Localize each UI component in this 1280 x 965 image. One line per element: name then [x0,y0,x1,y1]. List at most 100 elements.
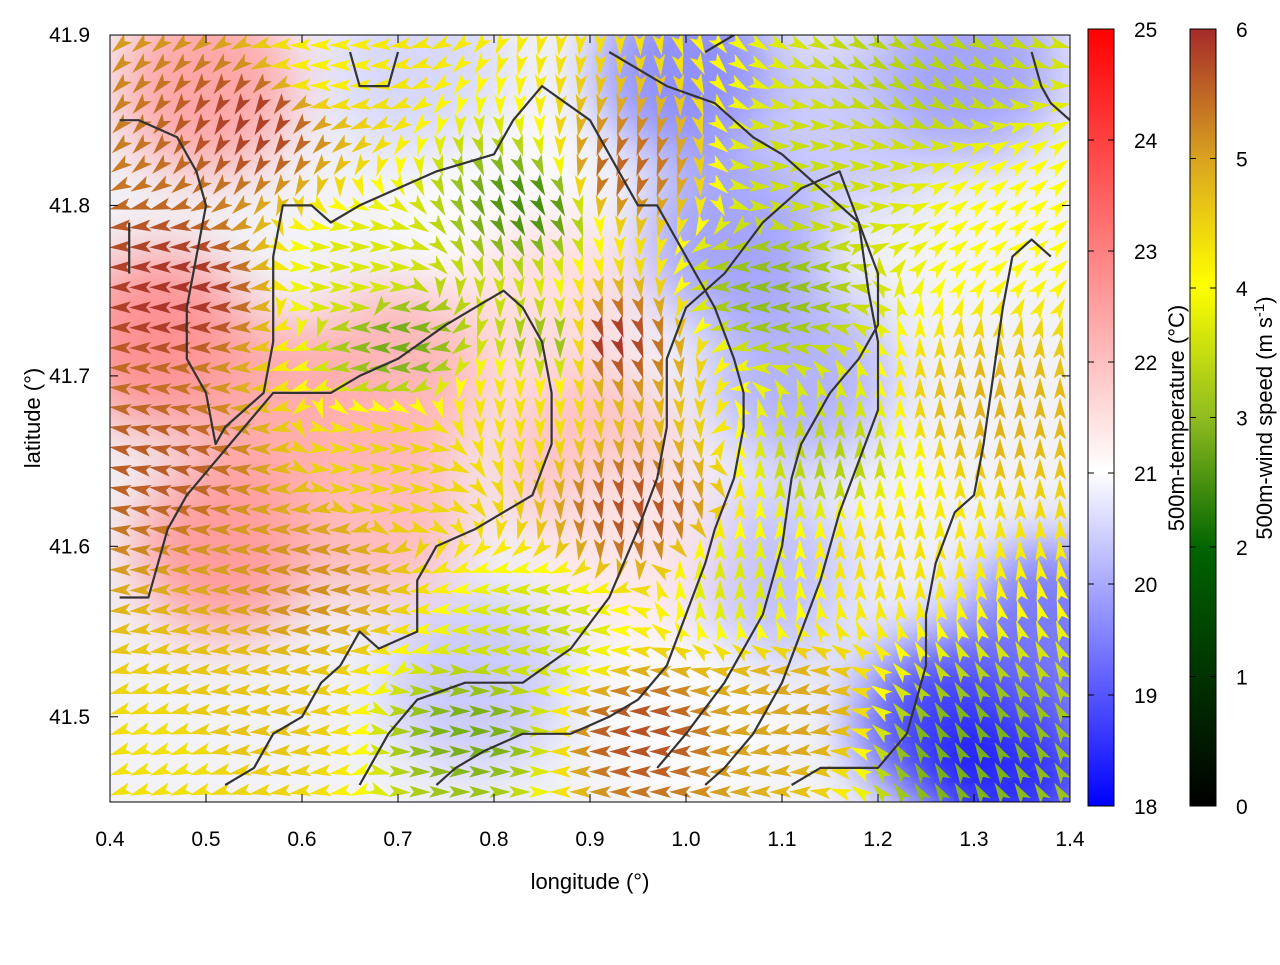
wind-arrow [328,301,351,314]
wind-arrow [489,153,505,177]
wind-arrow [151,35,173,53]
wind-arrow [652,396,665,420]
wind-arrow [494,377,507,400]
wind-arrow [333,175,346,198]
wind-arrow [1055,559,1068,582]
wind-arrow [149,240,172,253]
wind-arrow [391,659,413,678]
wind-arrow [447,479,471,494]
wind-arrow [934,681,952,704]
wind-arrow [449,725,471,738]
wind-arrow [369,78,392,91]
wind-arrow [189,261,212,274]
wind-arrow [309,563,332,576]
wind-arrow [788,200,811,213]
wind-arrow [329,543,352,556]
temperature-colorbar-tick-label: 24 [1134,130,1158,153]
wind-arrow [209,361,232,374]
wind-arrow [229,381,252,394]
wind-arrow [632,497,644,521]
wind-arrow [269,704,292,717]
wind-arrow [452,134,464,157]
contour-line [791,238,1052,786]
wind-arrow [849,304,873,317]
wind-arrow [1028,279,1048,300]
wind-arrow [1017,599,1029,623]
wind-arrow [249,624,272,636]
wind-arrow [596,174,610,197]
wind-arrow [974,377,986,400]
wind-arrow [349,663,372,676]
wind-arrow [289,764,312,777]
wind-arrow [389,603,412,616]
wind-arrow [671,35,684,56]
wind-arrow [193,93,212,115]
wind-arrow [596,153,610,177]
wind-arrow [110,403,132,416]
wind-arrow [967,54,990,71]
wind-arrow [349,520,373,533]
wind-arrow [229,643,252,656]
wind-arrow [149,722,173,735]
wind-arrow [712,355,732,377]
wind-arrow [149,603,172,616]
wind-arrow [995,640,1011,664]
wind-arrow [129,722,153,735]
wind-arrow [169,485,192,497]
wind-arrow [129,301,152,314]
wind-arrow [129,383,152,396]
wind-arrow [975,640,991,664]
wind-arrow [789,301,812,314]
wind-arrow [471,133,483,157]
wind-arrow [590,315,604,339]
wind-arrow [149,197,173,210]
wind-arrow [389,623,412,636]
wind-arrow [569,785,592,798]
wind-arrow [1014,498,1027,521]
wind-arrow [534,74,547,97]
wind-arrow [1014,782,1031,802]
wind-arrow [189,321,212,334]
wind-arrow [874,478,887,501]
wind-arrow [929,277,946,300]
wind-arrow [828,160,851,173]
wind-arrow [1054,721,1070,744]
wind-arrow [954,458,967,481]
wind-arrow [834,620,851,643]
wind-arrow [209,260,232,273]
wind-arrow [1027,199,1049,219]
wind-arrow [934,498,947,521]
wind-arrow [269,503,292,516]
wind-arrow [367,196,390,212]
wind-arrow [676,214,689,238]
wind-arrow [954,681,971,704]
wind-arrow [149,444,172,457]
wind-arrow [327,499,351,514]
wind-arrow [914,478,927,501]
wind-arrow [553,336,566,359]
y-axis: 41.541.641.741.841.9 [49,24,1070,729]
wind-arrow [572,477,585,501]
wind-arrow [749,785,772,798]
wind-arrow [213,73,232,95]
wind-arrow [592,477,605,500]
wind-arrow [954,661,971,684]
wind-arrow [947,35,970,51]
wind-arrow [249,503,272,516]
wind-arrow [934,377,947,400]
wind-arrow [369,58,392,71]
wind-arrow [351,134,373,153]
wind-arrow [414,537,431,560]
wind-arrow [129,197,153,210]
wind-arrow [632,437,645,460]
wind-arrow [388,745,411,758]
wind-arrow [1013,336,1026,360]
wind-arrow [995,579,1008,602]
wind-arrow [169,524,192,537]
wind-arrow [129,240,152,253]
wind-arrow [553,457,566,480]
wind-arrow [829,704,852,717]
wind-arrow [988,278,1008,300]
wind-arrow [348,219,371,232]
wind-arrow [329,703,352,716]
